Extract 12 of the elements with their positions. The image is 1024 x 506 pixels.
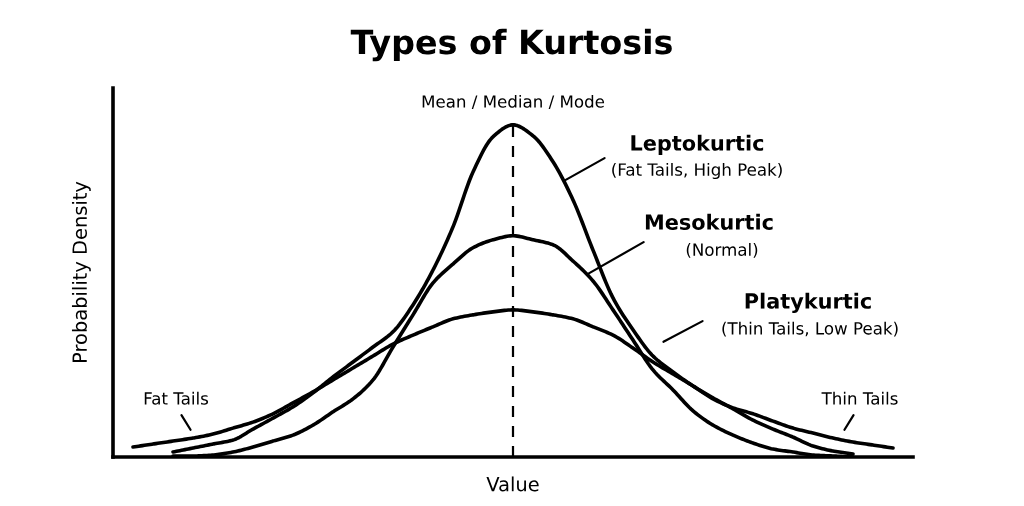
annotation: Thin Tails <box>821 391 898 405</box>
annotation: Mesokurtic <box>645 213 773 230</box>
annotation: Platykurtic <box>745 292 871 314</box>
x-axis-title: Value <box>486 476 539 492</box>
annotation: Leptokurtic <box>631 134 764 155</box>
annotation: (Fat Tails, High Peak) <box>612 162 782 180</box>
annotation: Fat Tails <box>144 391 209 405</box>
annotation: (Normal) <box>686 243 758 258</box>
chart-title: Types of Kurtosis <box>350 28 672 62</box>
text: Mean / Median / Mode <box>422 94 605 110</box>
annotation: (Thin Tails, Low Peak) <box>722 321 898 337</box>
y-axis-title: Probability Density <box>71 181 91 363</box>
